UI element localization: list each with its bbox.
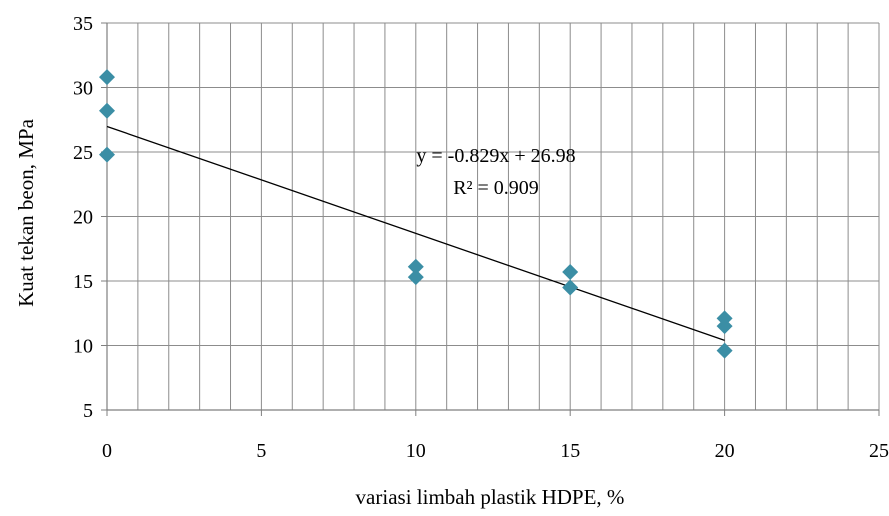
y-axis-label: Kuat tekan beon, MPa xyxy=(14,118,38,306)
y-tick-label: 10 xyxy=(73,336,93,358)
y-tick-label: 35 xyxy=(73,13,93,35)
axes xyxy=(101,22,880,416)
data-point xyxy=(562,279,579,296)
y-tick-label: 5 xyxy=(83,400,93,422)
grid-lines xyxy=(107,22,880,410)
data-point xyxy=(562,263,579,280)
y-tick-label: 30 xyxy=(73,78,93,100)
y-tick-label: 20 xyxy=(73,207,93,229)
x-tick-label: 5 xyxy=(256,440,266,462)
x-tick-labels: 0 5 10 15 20 25 xyxy=(102,440,889,462)
data-point xyxy=(407,269,424,286)
y-tick-label: 15 xyxy=(73,271,93,293)
y-tick-labels: 5 10 15 20 25 30 35 xyxy=(73,13,93,422)
trendline-r-squared: R² = 0.909 xyxy=(453,177,539,199)
trendline-line xyxy=(106,125,725,341)
trendline-equation: y = -0.829x + 26.98 xyxy=(416,145,575,167)
x-tick-label: 15 xyxy=(560,440,580,462)
y-tick-label: 25 xyxy=(73,142,93,164)
x-tick-label: 25 xyxy=(869,440,889,462)
trendline xyxy=(106,125,725,341)
data-point xyxy=(99,102,115,119)
data-point xyxy=(407,258,424,275)
x-tick-label: 0 xyxy=(102,440,112,462)
x-axis-label: variasi limbah plastik HDPE, % xyxy=(356,485,625,509)
data-points xyxy=(99,69,733,359)
x-tick-label: 10 xyxy=(406,440,426,462)
data-point xyxy=(716,342,733,359)
data-point xyxy=(99,146,115,163)
data-point xyxy=(716,318,733,335)
x-tick-label: 20 xyxy=(715,440,735,462)
data-point xyxy=(99,69,115,86)
